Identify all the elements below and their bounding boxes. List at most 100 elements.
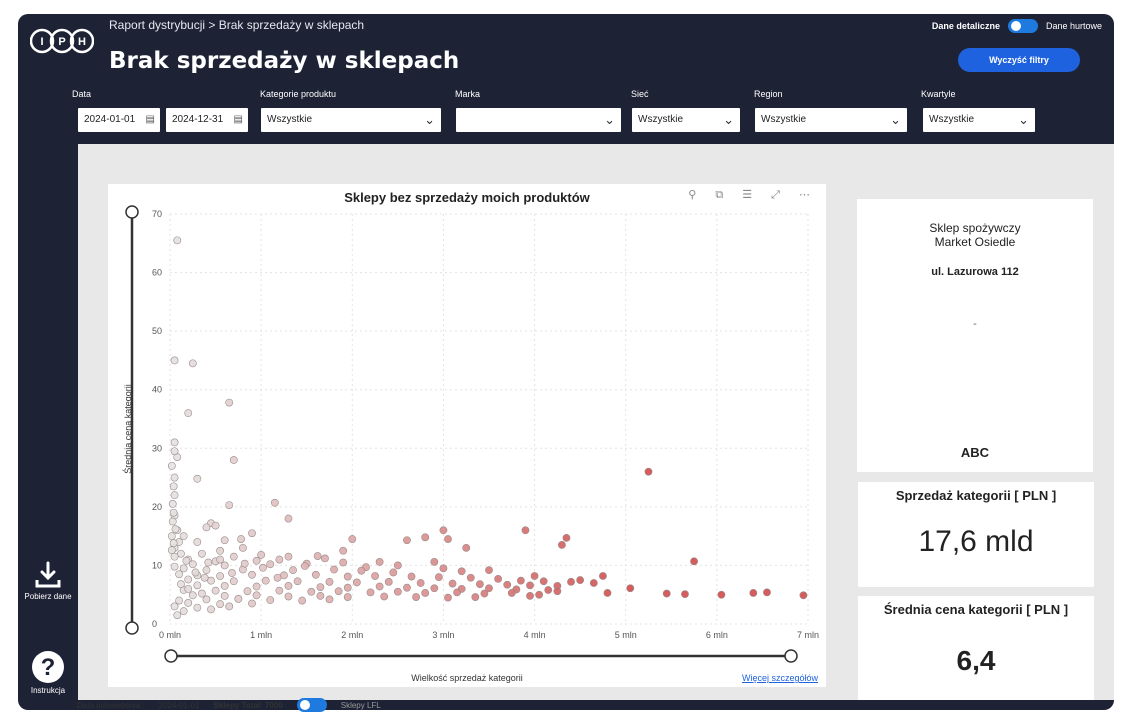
data-point: [216, 600, 225, 608]
data-point: [248, 529, 256, 538]
data-point: [220, 591, 229, 600]
calendar-icon[interactable]: ▤: [145, 114, 155, 125]
brand-dropdown[interactable]: ⌄: [456, 108, 621, 132]
data-point: [453, 588, 461, 597]
region-dropdown[interactable]: Wszystkie ⌄: [755, 108, 907, 132]
date-to-input[interactable]: 2024-12-31 ▤: [166, 108, 248, 132]
data-point: [252, 591, 261, 600]
data-source-toggle[interactable]: Dane detaliczne Dane hurtowe: [932, 19, 1102, 33]
data-point: [211, 586, 220, 595]
data-point: [284, 552, 293, 561]
data-point: [284, 592, 293, 601]
category-dropdown[interactable]: Wszystkie ⌄: [261, 108, 441, 132]
data-point: [248, 599, 256, 608]
x-tick-label: 3 mln: [432, 630, 454, 640]
app-window: I P H Pobierz dane ? Instrukcja Raport d…: [18, 14, 1114, 710]
data-point: [371, 572, 379, 580]
toggle-switch[interactable]: [1007, 19, 1038, 33]
data-point: [175, 570, 184, 579]
data-point: [311, 570, 320, 579]
more-details-link[interactable]: Więcej szczegółów: [741, 673, 818, 683]
chevron-down-icon: ⌄: [604, 112, 615, 127]
stores-total: Sklepy Total: 7000: [213, 700, 283, 710]
data-point: [188, 591, 197, 600]
data-point: [225, 398, 234, 407]
header: Raport dystrybucji > Brak sprzedaży w sk…: [72, 14, 1114, 144]
data-point: [170, 356, 179, 365]
network-dropdown[interactable]: Wszystkie ⌄: [632, 108, 740, 132]
refresh-value: 2024-01-01: [158, 700, 200, 710]
data-point: [198, 589, 206, 598]
y-tick-label: 10: [152, 560, 162, 570]
data-point: [248, 570, 256, 579]
scatter-plot[interactable]: 0 10 20 30 40 50 60 70 0 mln 1 mln 2 mln 3 mln 4 mln…: [108, 184, 826, 687]
data-point: [717, 590, 726, 599]
data-point: [252, 582, 261, 591]
data-point: [626, 584, 635, 593]
help-button[interactable]: ? Instrukcja: [20, 650, 76, 695]
brand-label: Marka: [455, 89, 481, 99]
data-point: [261, 576, 270, 585]
data-point: [430, 558, 439, 566]
data-point: [576, 576, 585, 584]
data-point: [266, 596, 275, 604]
quartile-label: Kwartyle: [921, 89, 956, 99]
data-point: [375, 582, 384, 591]
y-tick-label: 20: [152, 502, 162, 512]
data-point: [393, 587, 402, 596]
download-data-button[interactable]: Pobierz dane: [20, 560, 76, 601]
toggle-knob: [299, 700, 310, 710]
data-point: [339, 546, 348, 555]
data-point: [444, 593, 452, 602]
data-point: [343, 583, 352, 592]
data-point: [191, 568, 200, 577]
data-point: [175, 596, 184, 605]
data-point: [173, 236, 182, 245]
data-point: [237, 535, 245, 543]
data-point: [462, 543, 471, 552]
data-point: [480, 589, 489, 598]
scatter-chart-card[interactable]: Sklepy bez sprzedaży moich produktów ⚲ ⧉…: [108, 184, 826, 687]
kpi-price-card: Średnia cena kategorii [ PLN ] 6,4: [858, 596, 1094, 700]
x-range-slider-handle-right[interactable]: [784, 649, 798, 663]
data-point: [307, 587, 316, 596]
calendar-icon[interactable]: ▤: [233, 114, 243, 125]
data-point: [275, 555, 284, 564]
y-range-slider-handle-bottom[interactable]: [125, 621, 139, 635]
stores-toggle[interactable]: [296, 698, 327, 712]
data-point: [179, 607, 188, 616]
y-range-slider-handle-top[interactable]: [125, 205, 139, 219]
data-point: [325, 577, 334, 586]
store-dash: -: [973, 317, 977, 330]
data-point: [539, 577, 548, 586]
chevron-down-icon: ⌄: [890, 112, 901, 127]
data-point: [240, 559, 249, 568]
data-point: [325, 595, 334, 604]
x-tick-label: 7 mln: [797, 630, 819, 640]
data-point: [681, 590, 689, 599]
clear-filters-button[interactable]: Wyczyść filtry: [958, 48, 1080, 72]
data-point: [530, 572, 539, 580]
data-point: [169, 508, 178, 517]
data-point: [167, 532, 176, 541]
data-point: [284, 582, 293, 590]
data-point: [243, 587, 252, 596]
data-point: [220, 536, 229, 545]
data-point: [298, 596, 307, 605]
x-tick-label: 5 mln: [615, 630, 637, 640]
stores-lfl: Sklepy LFL: [340, 700, 381, 710]
help-icon: ?: [32, 651, 64, 683]
x-range-slider-handle-left[interactable]: [164, 649, 178, 663]
x-tick-label: 4 mln: [524, 630, 546, 640]
chart-toolbar-icons[interactable]: ⚲ ⧉ ☰ ⤢ ⋯: [688, 189, 818, 201]
data-point: [202, 595, 211, 604]
x-tick-label: 0 mln: [159, 630, 181, 640]
date-from-input[interactable]: 2024-01-01 ▤: [78, 108, 160, 132]
page-title: Brak sprzedaży w sklepach: [109, 48, 460, 74]
region-value: Wszystkie: [761, 114, 806, 125]
data-point: [526, 591, 534, 600]
x-tick-label: 1 mln: [250, 630, 272, 640]
quartile-dropdown[interactable]: Wszystkie ⌄: [923, 108, 1035, 132]
x-tick-label: 2 mln: [341, 630, 363, 640]
breadcrumb[interactable]: Raport dystrybucji > Brak sprzedaży w sk…: [109, 18, 365, 32]
